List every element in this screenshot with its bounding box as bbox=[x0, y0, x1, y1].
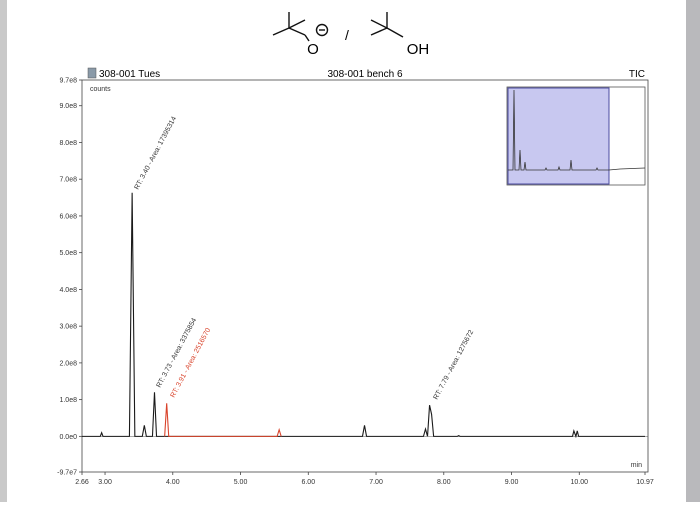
y-tick-label: 5.0e8 bbox=[59, 250, 77, 257]
atom-label: O bbox=[307, 41, 319, 58]
y-tick-label: 1.0e8 bbox=[59, 397, 77, 404]
x-tick-label: 9.00 bbox=[505, 479, 519, 486]
y-tick-label: 2.0e8 bbox=[59, 360, 77, 367]
x-tick-label: 5.00 bbox=[234, 479, 248, 486]
icon bbox=[87, 67, 97, 79]
x-tick-label: 7.00 bbox=[369, 479, 383, 486]
x-tick-label: 4.00 bbox=[166, 479, 180, 486]
trace bbox=[164, 403, 282, 437]
y-tick-label: 8.0e8 bbox=[59, 140, 77, 147]
y-tick-label: 7.0e8 bbox=[59, 177, 77, 184]
chart-title: 308-001 bench 6 bbox=[327, 69, 403, 80]
right-edge bbox=[686, 0, 700, 502]
y-tick-label: 9.0e8 bbox=[59, 103, 77, 110]
peak-annotation: RT: 7.79 - Area: 1275672 bbox=[433, 329, 476, 401]
inset bbox=[506, 86, 646, 186]
atom-label: OH bbox=[407, 41, 430, 58]
x-tick-label: 3.00 bbox=[98, 479, 112, 486]
x-tick-label: 10.97 bbox=[636, 479, 654, 486]
y-tick-label: 9.7e8 bbox=[59, 78, 77, 85]
y-tick-label: 6.0e8 bbox=[59, 213, 77, 220]
x-axis-label: min bbox=[631, 462, 642, 469]
y-tick-label: 3.0e8 bbox=[59, 324, 77, 331]
y-tick-label: 4.0e8 bbox=[59, 287, 77, 294]
trace-label: TIC bbox=[629, 69, 645, 80]
trace bbox=[82, 192, 645, 439]
x-tick-label: 2.66 bbox=[75, 479, 89, 486]
plot-frame bbox=[81, 79, 649, 473]
peak-annotation: RT: 3.91 - Area: 2516570 bbox=[170, 327, 213, 399]
left-edge bbox=[0, 0, 7, 502]
x-tick-label: 10.00 bbox=[571, 479, 589, 486]
peak-annotation: RT: 3.40 - Area: 17395314 bbox=[134, 116, 179, 191]
y-tick-label: -9.7e7 bbox=[57, 470, 77, 477]
x-tick-label: 6.00 bbox=[301, 479, 315, 486]
subtitle: 308-001 Tues bbox=[99, 69, 160, 80]
y-axis-label: counts bbox=[90, 86, 111, 93]
structure-left bbox=[272, 12, 329, 42]
x-tick-label: 8.00 bbox=[437, 479, 451, 486]
structure-right bbox=[370, 12, 404, 38]
y-tick-label: 0.0e0 bbox=[59, 434, 77, 441]
separator: / bbox=[345, 27, 349, 43]
